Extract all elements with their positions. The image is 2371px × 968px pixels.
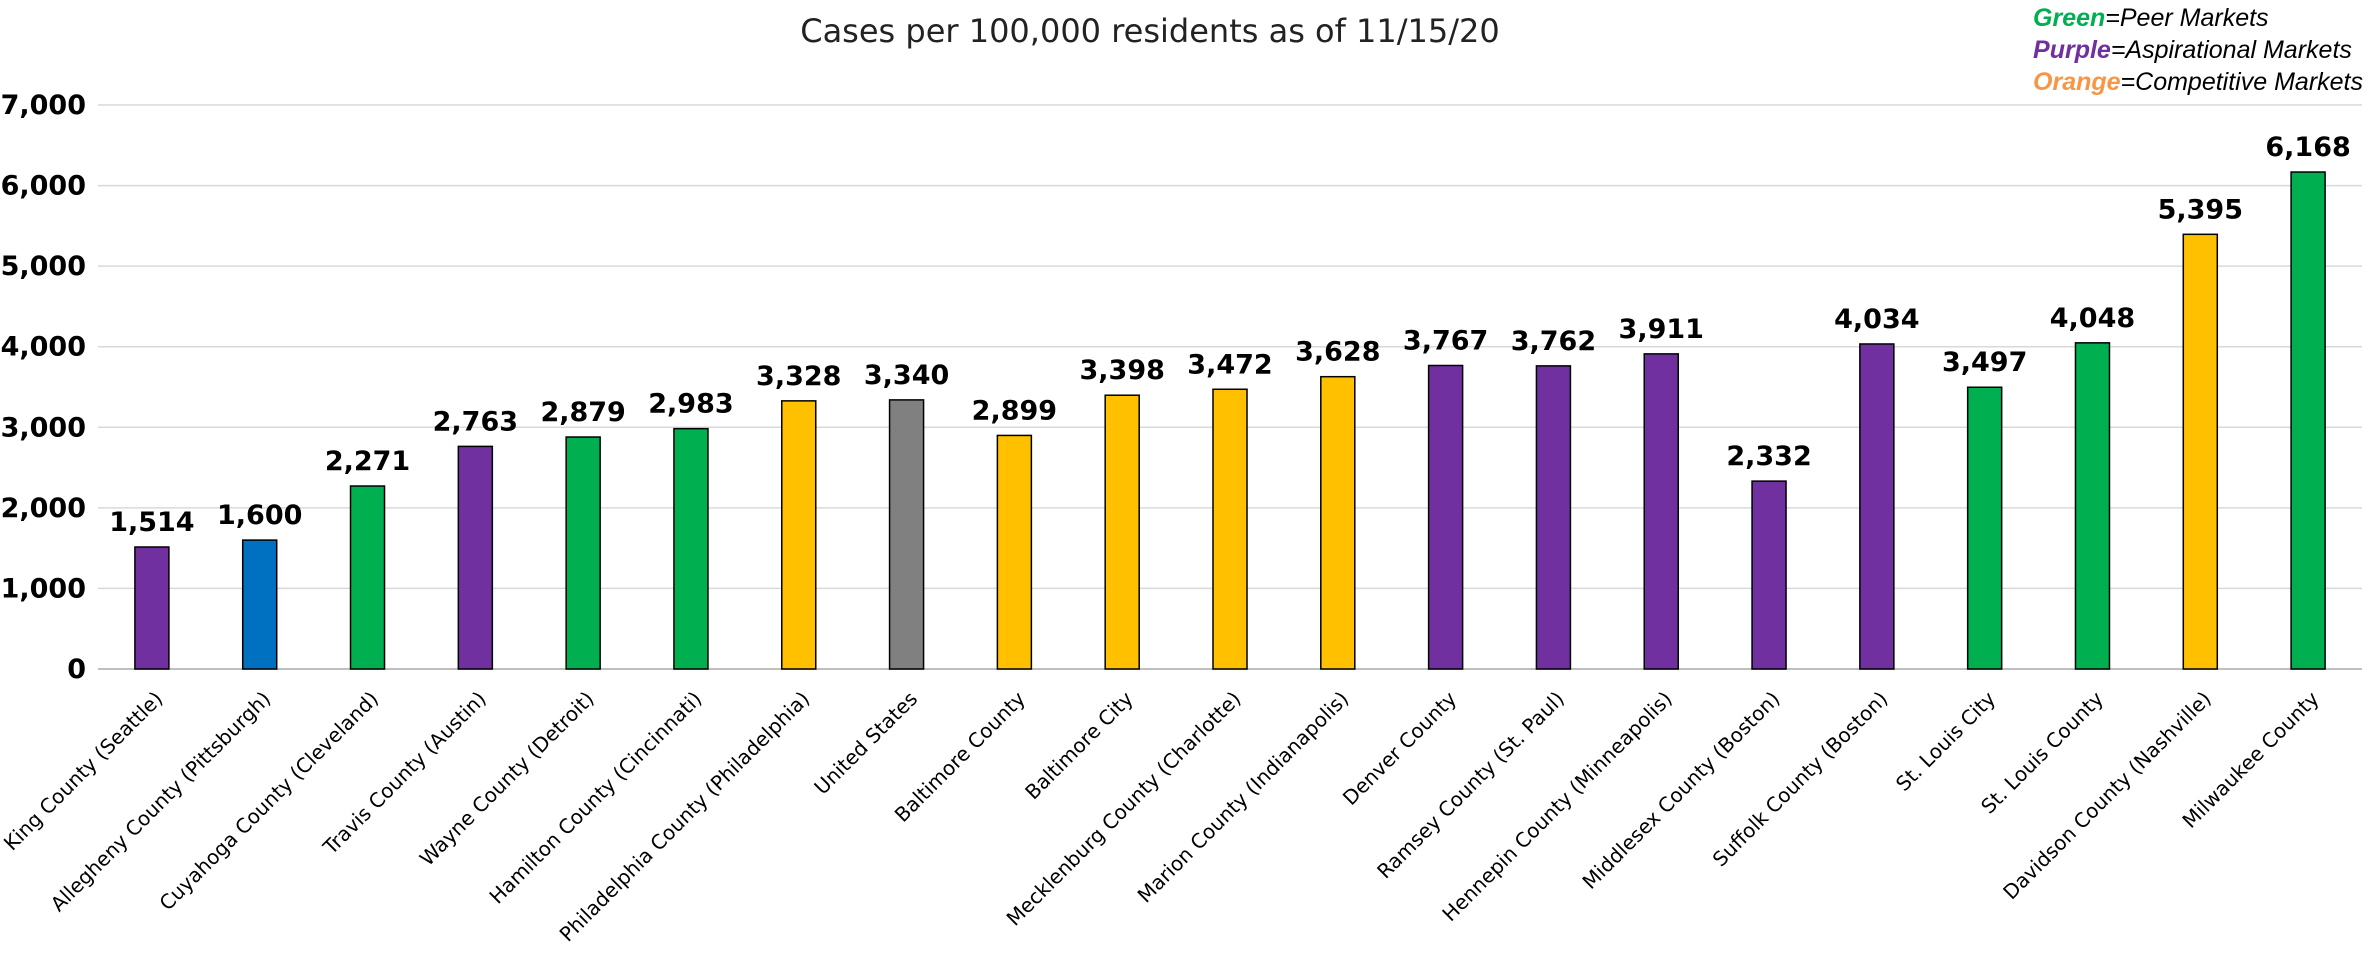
data-label: 2,879 — [540, 397, 625, 428]
x-tick-label: Marion County (Indianapolis) — [1133, 687, 1354, 908]
y-tick-label: 5,000 — [1, 251, 86, 282]
data-label: 3,472 — [1187, 349, 1272, 380]
data-label: 2,763 — [433, 406, 518, 437]
bar — [1535, 365, 1572, 670]
data-label: 3,497 — [1942, 347, 2027, 378]
x-tick-label: United States — [809, 687, 922, 800]
bar — [134, 546, 170, 670]
bar — [1320, 375, 1356, 670]
legend-key-green: Green — [2033, 4, 2106, 32]
bar — [1751, 480, 1787, 670]
data-labels: 1,514 1,600 2,271 2,763 2,879 2,983 3,328 3,340… — [109, 132, 2351, 538]
data-label: 3,911 — [1619, 314, 1704, 345]
data-label: 2,271 — [325, 446, 410, 477]
x-tick-label: Cuyahoga County (Cleveland) — [154, 687, 383, 916]
data-label: 3,398 — [1079, 355, 1164, 386]
bar — [241, 539, 278, 670]
x-axis: King County (Seattle)Allegheny County (P… — [0, 686, 2324, 946]
legend-text-green: =Peer Markets — [2105, 4, 2269, 32]
x-tick-label: Mecklenburg County (Charlotte) — [1002, 687, 1246, 931]
bar — [888, 399, 925, 670]
bar — [996, 434, 1033, 670]
data-label: 3,767 — [1403, 325, 1488, 356]
bar — [2290, 171, 2326, 670]
x-tick-label: Denver County — [1338, 686, 1461, 809]
bar — [1104, 394, 1140, 670]
bar — [1859, 343, 1895, 670]
x-tick-label: St. Louis City — [1891, 686, 2000, 795]
bar — [673, 427, 709, 670]
data-label: 4,048 — [2050, 303, 2135, 334]
x-tick-label: Ramsey County (St. Paul) — [1372, 687, 1569, 884]
bar — [1966, 386, 2003, 670]
chart-title: Cases per 100,000 residents as of 11/15/… — [800, 12, 1500, 50]
bar — [349, 485, 386, 670]
y-tick-label: 2,000 — [1, 493, 86, 524]
data-label: 2,983 — [648, 389, 733, 420]
data-label: 6,168 — [2265, 132, 2350, 163]
data-label: 2,899 — [972, 395, 1057, 426]
bar — [565, 436, 601, 670]
data-label: 1,600 — [217, 500, 302, 531]
x-tick-label: Suffolk County (Boston) — [1708, 687, 1893, 872]
y-tick-label: 3,000 — [1, 412, 86, 443]
y-tick-label: 7,000 — [1, 90, 86, 121]
y-tick-label: 1,000 — [1, 573, 86, 604]
legend-item-orange: Orange=Competitive Markets — [2033, 66, 2363, 98]
bar — [1427, 364, 1464, 670]
legend-key-orange: Orange — [2033, 68, 2121, 96]
legend-text-purple: =Aspirational Markets — [2110, 36, 2352, 64]
legend-key-purple: Purple — [2033, 36, 2111, 64]
bars — [134, 171, 2326, 670]
data-label: 4,034 — [1834, 304, 1919, 335]
x-tick-label: Baltimore City — [1020, 686, 1138, 804]
bar — [1212, 388, 1248, 670]
data-label: 3,340 — [864, 360, 949, 391]
data-label: 3,762 — [1511, 326, 1596, 357]
bar — [2182, 233, 2219, 670]
x-tick-label: Wayne County (Detroit) — [415, 687, 599, 871]
bar — [457, 445, 494, 670]
x-tick-label: Hennepin County (Minneapolis) — [1437, 687, 1676, 926]
data-label: 2,332 — [1726, 441, 1811, 472]
y-axis: 0 1,000 2,000 3,000 4,000 5,000 6,000 7,000 — [1, 90, 86, 685]
y-tick-label: 0 — [67, 654, 86, 685]
legend-item-purple: Purple=Aspirational Markets — [2033, 34, 2363, 66]
legend-item-green: Green=Peer Markets — [2033, 2, 2363, 34]
x-tick-label: Hamilton County (Cincinnati) — [484, 687, 706, 909]
data-label: 3,628 — [1295, 337, 1380, 368]
bar — [2074, 342, 2111, 670]
x-tick-label: Allegheny County (Pittsburgh) — [46, 687, 276, 917]
bar — [1643, 353, 1679, 670]
y-tick-label: 4,000 — [1, 332, 86, 363]
x-tick-label: Middlesex County (Boston) — [1577, 687, 1784, 894]
bar — [781, 400, 817, 670]
x-tick-label: Davidson County (Nashville) — [1998, 687, 2216, 905]
legend-text-orange: =Competitive Markets — [2120, 68, 2363, 96]
data-label: 1,514 — [109, 507, 194, 538]
data-label: 5,395 — [2158, 194, 2243, 225]
data-label: 3,328 — [756, 361, 841, 392]
y-tick-label: 6,000 — [1, 171, 86, 202]
legend: Green=Peer Markets Purple=Aspirational M… — [2033, 2, 2363, 98]
